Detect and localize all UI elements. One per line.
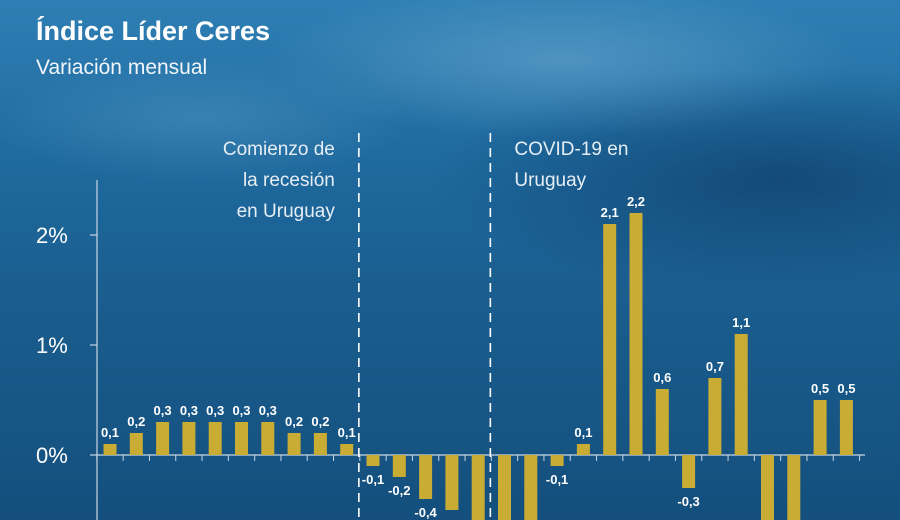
bar	[156, 422, 170, 455]
bar	[603, 224, 617, 455]
y-tick-label: 2%	[36, 223, 68, 248]
bar-value-label: 0,3	[232, 403, 250, 418]
bar	[734, 334, 748, 455]
bar-value-label: 1,1	[732, 315, 750, 330]
event-annotation-line: COVID-19 en	[514, 139, 628, 160]
event-annotation-line: Comienzo de	[223, 139, 335, 160]
chart-subtitle: Variación mensual	[36, 56, 208, 79]
bar-value-label: 0,7	[706, 359, 724, 374]
chart-title: Índice Líder Ceres	[36, 16, 271, 46]
bar	[761, 455, 774, 520]
bar	[787, 455, 801, 520]
bar	[629, 213, 643, 455]
bar	[103, 444, 117, 455]
bar-value-label: 0,3	[206, 403, 224, 418]
bar	[550, 455, 564, 466]
bar	[445, 455, 459, 510]
y-tick-label: 0%	[36, 443, 68, 468]
bar	[366, 455, 380, 466]
bar	[708, 378, 722, 455]
bar	[498, 455, 511, 520]
bar-value-label: 0,1	[101, 425, 119, 440]
event-annotation-line: Uruguay	[514, 170, 586, 191]
bar	[682, 455, 696, 488]
bar-value-label: -0,2	[388, 483, 410, 498]
bar	[287, 433, 301, 455]
bar-value-label: 0,1	[338, 425, 356, 440]
bar-value-label: 0,2	[311, 414, 329, 429]
bar	[313, 433, 327, 455]
bar-value-label: 0,3	[154, 403, 172, 418]
bar	[392, 455, 406, 477]
bar-value-label: -0,1	[546, 472, 568, 487]
bar-value-label: 0,5	[811, 381, 829, 396]
bar	[340, 444, 354, 455]
bar-value-label: 0,5	[837, 381, 855, 396]
bar-value-label: 2,1	[601, 205, 619, 220]
bar	[471, 455, 485, 520]
bar	[655, 389, 669, 455]
bar	[524, 455, 538, 520]
event-annotation-line: la recesión	[243, 170, 335, 191]
bar	[576, 444, 590, 455]
event-annotation-line: en Uruguay	[237, 201, 336, 222]
bar	[419, 455, 433, 499]
bar	[813, 400, 827, 455]
y-tick-label: 1%	[36, 333, 68, 358]
bar-value-label: 0,3	[259, 403, 277, 418]
bar-value-label: 0,2	[127, 414, 145, 429]
bar	[182, 422, 196, 455]
bar-value-label: 0,3	[180, 403, 198, 418]
bar-value-label: -0,4	[414, 505, 437, 520]
bar-value-label: 0,1	[574, 425, 592, 440]
bar-value-label: 2,2	[627, 194, 645, 209]
bar-value-label: 0,2	[285, 414, 303, 429]
bar	[129, 433, 143, 455]
bar	[839, 400, 853, 455]
bar-value-label: -0,1	[362, 472, 384, 487]
bar-value-label: -0,3	[677, 494, 699, 509]
bar	[235, 422, 248, 455]
bar	[208, 422, 222, 455]
bar-value-label: 0,6	[653, 370, 671, 385]
bar	[261, 422, 275, 455]
